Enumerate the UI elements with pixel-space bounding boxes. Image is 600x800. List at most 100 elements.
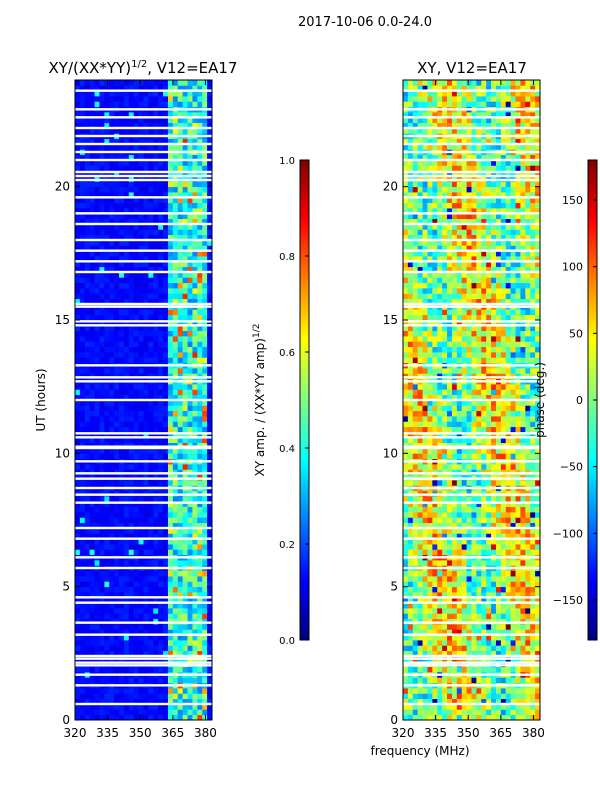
amp-heatmap-cell (202, 432, 208, 438)
phase-heatmap-cell (412, 629, 419, 636)
amp-heatmap-cell (158, 666, 164, 673)
amp-heatmap-cell (163, 96, 169, 102)
phase-heatmap-cell (427, 586, 433, 593)
phase-heatmap-cell (427, 624, 433, 630)
amp-heatmap-cell (148, 325, 154, 332)
amp-heatmap-cell (182, 709, 188, 716)
amp-heatmap-cell (192, 570, 198, 577)
phase-heatmap-cell (407, 144, 414, 150)
amp-heatmap-cell (128, 650, 135, 657)
phase-heatmap-cell (403, 597, 409, 604)
phase-heatmap-cell (403, 101, 409, 108)
amp-heatmap-cell (148, 416, 154, 422)
amp-heatmap-cell (84, 154, 91, 161)
amp-heatmap-cell (197, 394, 203, 401)
amp-heatmap-cell (75, 282, 81, 289)
amp-heatmap-cell (133, 512, 139, 518)
amp-heatmap-cell (89, 522, 95, 529)
amp-heatmap-cell (114, 85, 120, 92)
amp-heatmap-cell (79, 112, 86, 118)
amp-heatmap-cell (128, 384, 135, 390)
amp-heatmap-cell (143, 224, 149, 230)
phase-heatmap-cell (442, 437, 448, 444)
amp-heatmap-cell (133, 186, 139, 193)
amp-heatmap-cell (197, 666, 203, 673)
amp-heatmap-cell (104, 85, 110, 92)
phase-heatmap-cell (432, 234, 438, 241)
amp-heatmap-cell (172, 570, 179, 577)
amp-heatmap-cell (89, 432, 95, 438)
amp-heatmap-cell (89, 330, 95, 337)
phase-heatmap-cell (437, 154, 443, 161)
phase-heatmap-cell (417, 634, 423, 641)
phase-heatmap-cell (417, 512, 423, 518)
phase-heatmap-cell (461, 352, 467, 358)
amp-heatmap-cell (109, 266, 115, 273)
phase-heatmap-cell (417, 549, 423, 556)
amp-heatmap-cell (158, 448, 164, 454)
phase-heatmap-cell (432, 538, 438, 545)
amp-heatmap-cell (177, 160, 184, 166)
phase-heatmap-cell (451, 256, 458, 262)
phase-heatmap-cell (447, 650, 453, 657)
amp-heatmap-cell (167, 677, 174, 684)
phase-heatmap-cell (412, 240, 419, 246)
amp-heatmap-cell (177, 282, 184, 289)
amp-heatmap-cell (79, 144, 86, 150)
amp-flagged-row (75, 126, 212, 130)
amp-heatmap-cell (99, 586, 105, 593)
phase-heatmap-cell (427, 608, 433, 614)
amp-heatmap-cell (202, 80, 208, 86)
amp-heatmap-cell (187, 256, 193, 262)
amp-heatmap-cell (128, 496, 135, 502)
amp-heatmap-cell (128, 336, 135, 342)
amp-heatmap-cell (143, 570, 149, 577)
amp-heatmap-cell (172, 602, 179, 609)
amp-flagged-row (75, 364, 212, 367)
phase-heatmap-cell (422, 357, 428, 364)
amp-heatmap-cell (143, 421, 149, 428)
amp-heatmap-cell (119, 352, 125, 358)
phase-heatmap-cell (412, 613, 419, 620)
amp-heatmap-cell (172, 416, 179, 422)
amp-heatmap-cell (158, 597, 164, 604)
phase-heatmap-cell (407, 346, 414, 353)
phase-heatmap-cell (432, 112, 438, 118)
amp-heatmap-cell (123, 522, 130, 529)
amp-heatmap-cell (163, 416, 169, 422)
amp-heatmap-cell (143, 330, 149, 337)
phase-heatmap-cell (432, 288, 438, 294)
amp-heatmap-cell (177, 512, 184, 518)
phase-heatmap-cell (422, 533, 428, 540)
amp-heatmap-cell (133, 602, 139, 609)
amp-heatmap-cell (158, 117, 164, 124)
amp-heatmap-cell (119, 586, 125, 593)
amp-heatmap-cell (163, 229, 169, 236)
amp-heatmap-cell (202, 544, 208, 550)
amp-heatmap-cell (138, 138, 144, 145)
amp-heatmap-cell (128, 597, 135, 604)
amp-heatmap-cell (192, 624, 198, 630)
amp-heatmap-cell (192, 480, 198, 486)
phase-heatmap-cell (422, 368, 428, 374)
amp-heatmap-cell (182, 522, 188, 529)
amp-heatmap-cell (143, 325, 149, 332)
phase-heatmap-cell (451, 549, 458, 556)
amp-heatmap-cell (192, 517, 198, 524)
amp-heatmap-cell (187, 522, 193, 529)
phase-heatmap-cell (437, 538, 443, 545)
phase-heatmap-cell (451, 634, 458, 641)
amp-heatmap-cell (182, 560, 188, 566)
amp-heatmap-cell (133, 496, 139, 502)
amp-heatmap-cell (89, 325, 95, 332)
amp-heatmap-cell (167, 421, 174, 428)
amp-heatmap-cell (128, 245, 135, 252)
amp-heatmap-cell (172, 282, 179, 289)
amp-heatmap-cell (119, 112, 125, 118)
amp-heatmap-cell (153, 581, 159, 588)
amp-heatmap-cell (133, 544, 139, 550)
amp-heatmap-cell (192, 506, 198, 513)
phase-heatmap-cell (412, 533, 419, 540)
amp-heatmap-cell (119, 533, 125, 540)
amp-heatmap-cell (89, 448, 95, 454)
